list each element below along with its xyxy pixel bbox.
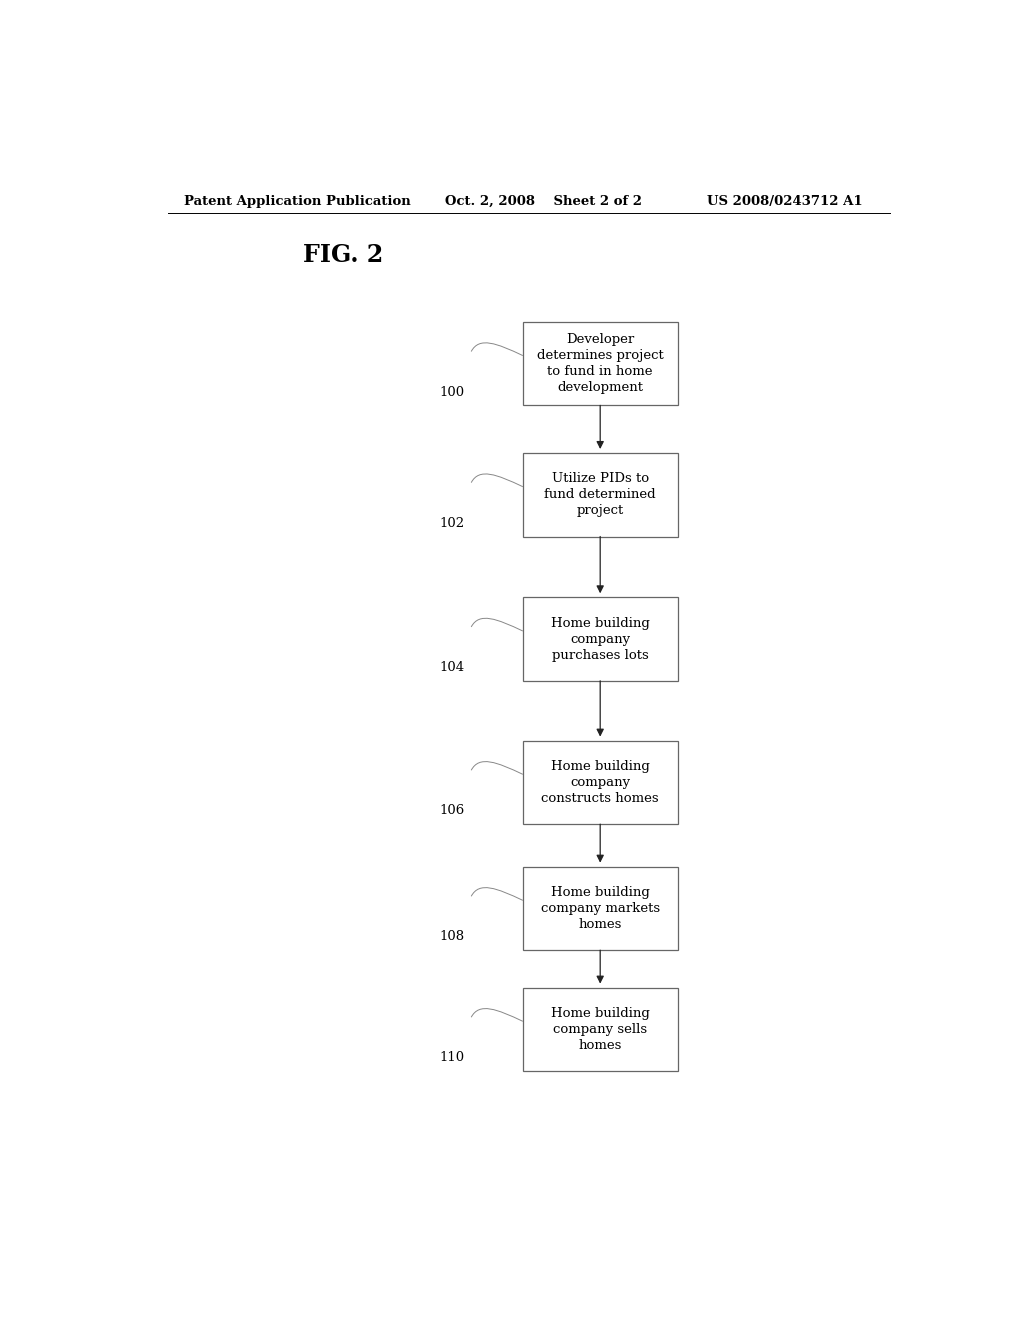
Bar — [523, 322, 678, 405]
Text: Home building
company
purchases lots: Home building company purchases lots — [551, 616, 649, 661]
Text: 108: 108 — [439, 931, 465, 944]
Text: US 2008/0243712 A1: US 2008/0243712 A1 — [708, 194, 863, 207]
Bar — [523, 867, 678, 950]
Bar — [523, 741, 678, 824]
Bar — [523, 598, 678, 681]
Text: Home building
company markets
homes: Home building company markets homes — [541, 886, 659, 931]
Bar — [523, 987, 678, 1071]
Text: Oct. 2, 2008    Sheet 2 of 2: Oct. 2, 2008 Sheet 2 of 2 — [445, 194, 642, 207]
Text: 100: 100 — [439, 385, 465, 399]
Text: Patent Application Publication: Patent Application Publication — [183, 194, 411, 207]
Text: Home building
company
constructs homes: Home building company constructs homes — [542, 760, 659, 805]
Text: Utilize PIDs to
fund determined
project: Utilize PIDs to fund determined project — [545, 473, 656, 517]
Text: FIG. 2: FIG. 2 — [303, 243, 383, 267]
Text: 106: 106 — [439, 804, 465, 817]
Text: 110: 110 — [439, 1052, 465, 1064]
Text: Developer
determines project
to fund in home
development: Developer determines project to fund in … — [537, 333, 664, 395]
Text: 102: 102 — [439, 517, 465, 529]
Bar — [523, 453, 678, 536]
Text: Home building
company sells
homes: Home building company sells homes — [551, 1007, 649, 1052]
Text: 104: 104 — [439, 661, 465, 675]
